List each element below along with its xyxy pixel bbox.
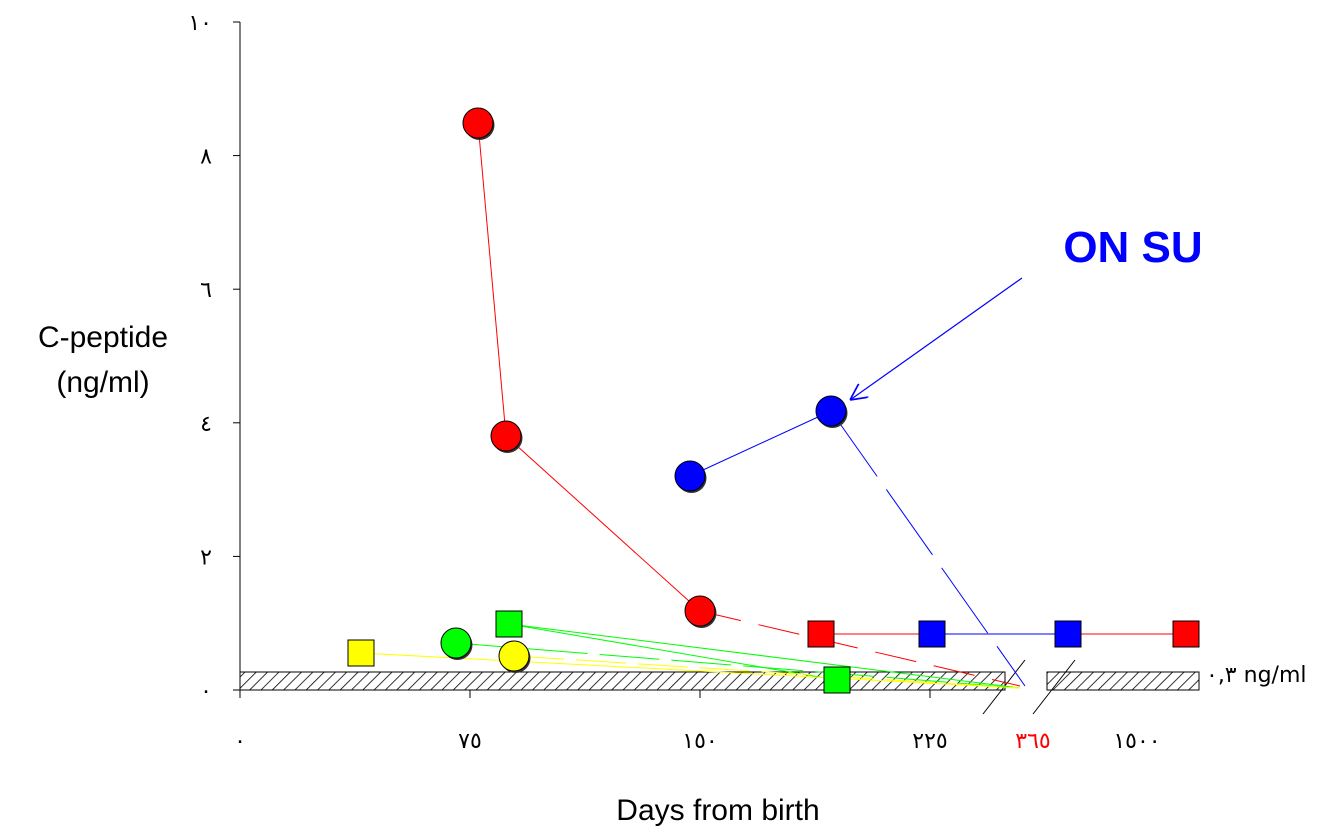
blue-circle-line	[689, 410, 832, 477]
data-point-circle	[674, 460, 706, 492]
on-su-annotation: ON SU	[1063, 223, 1202, 272]
x-tick-label: ٣٦٥	[1015, 729, 1050, 754]
green-square-link	[508, 623, 838, 681]
x-tick-label: ٠	[234, 729, 246, 754]
data-point-square	[823, 666, 851, 694]
data-point-circle	[684, 595, 716, 627]
x-tick-label: ١٥٠	[682, 729, 717, 754]
data-point-circle	[498, 640, 530, 672]
data-point-circle	[462, 107, 494, 139]
green-circle-line	[455, 642, 1021, 689]
data-point-circle	[490, 420, 522, 452]
x-tick-label: ٧٥	[458, 729, 482, 754]
x-axis-title: Days from birth	[616, 794, 819, 827]
y-tick-label: ٢	[200, 545, 212, 570]
x-tick-label: ٢٢٥	[912, 729, 947, 754]
data-point-square	[918, 620, 946, 648]
red-dashed-line	[699, 610, 1021, 687]
red-circle-line	[477, 122, 701, 612]
data-point-circle	[440, 627, 472, 659]
data-point-square	[1172, 620, 1200, 648]
y-tick-label: ٨	[200, 145, 212, 170]
x-tick-label: ١٥٠٠	[1113, 729, 1160, 754]
data-point-square	[495, 610, 523, 638]
connector-lines	[360, 122, 1186, 689]
data-point-square	[807, 620, 835, 648]
threshold-label: ٠,٣ ng/ml	[1206, 663, 1307, 688]
data-point-square	[347, 639, 375, 667]
y-tick-label: ٤	[200, 412, 212, 437]
marker-layer	[347, 107, 1200, 694]
tick-layer: ٠ ٢ ٤ ٦ ٨ ١٠ ٠ ٧٥ ١٥٠ ٢٢٥ ٣٦٥ ١٥٠٠	[188, 11, 1160, 754]
y-tick-label: ١٠	[188, 11, 212, 36]
y-tick-label: ٦	[200, 278, 212, 303]
green-square-line	[508, 623, 1021, 689]
data-point-square	[1054, 620, 1082, 648]
yellow-circle-line	[513, 655, 1021, 689]
blue-dashed-line	[830, 410, 1026, 687]
y-axis-title-line1: C-peptide	[38, 321, 168, 354]
data-point-circle	[815, 395, 847, 427]
axis-break-right	[1032, 659, 1076, 715]
y-axis-title-line2: (ng/ml)	[56, 366, 149, 399]
y-tick-label: ٠	[200, 679, 212, 704]
threshold-band-right	[1046, 671, 1200, 691]
on-su-arrow	[850, 277, 1023, 400]
yellow-square-line	[360, 652, 1021, 689]
